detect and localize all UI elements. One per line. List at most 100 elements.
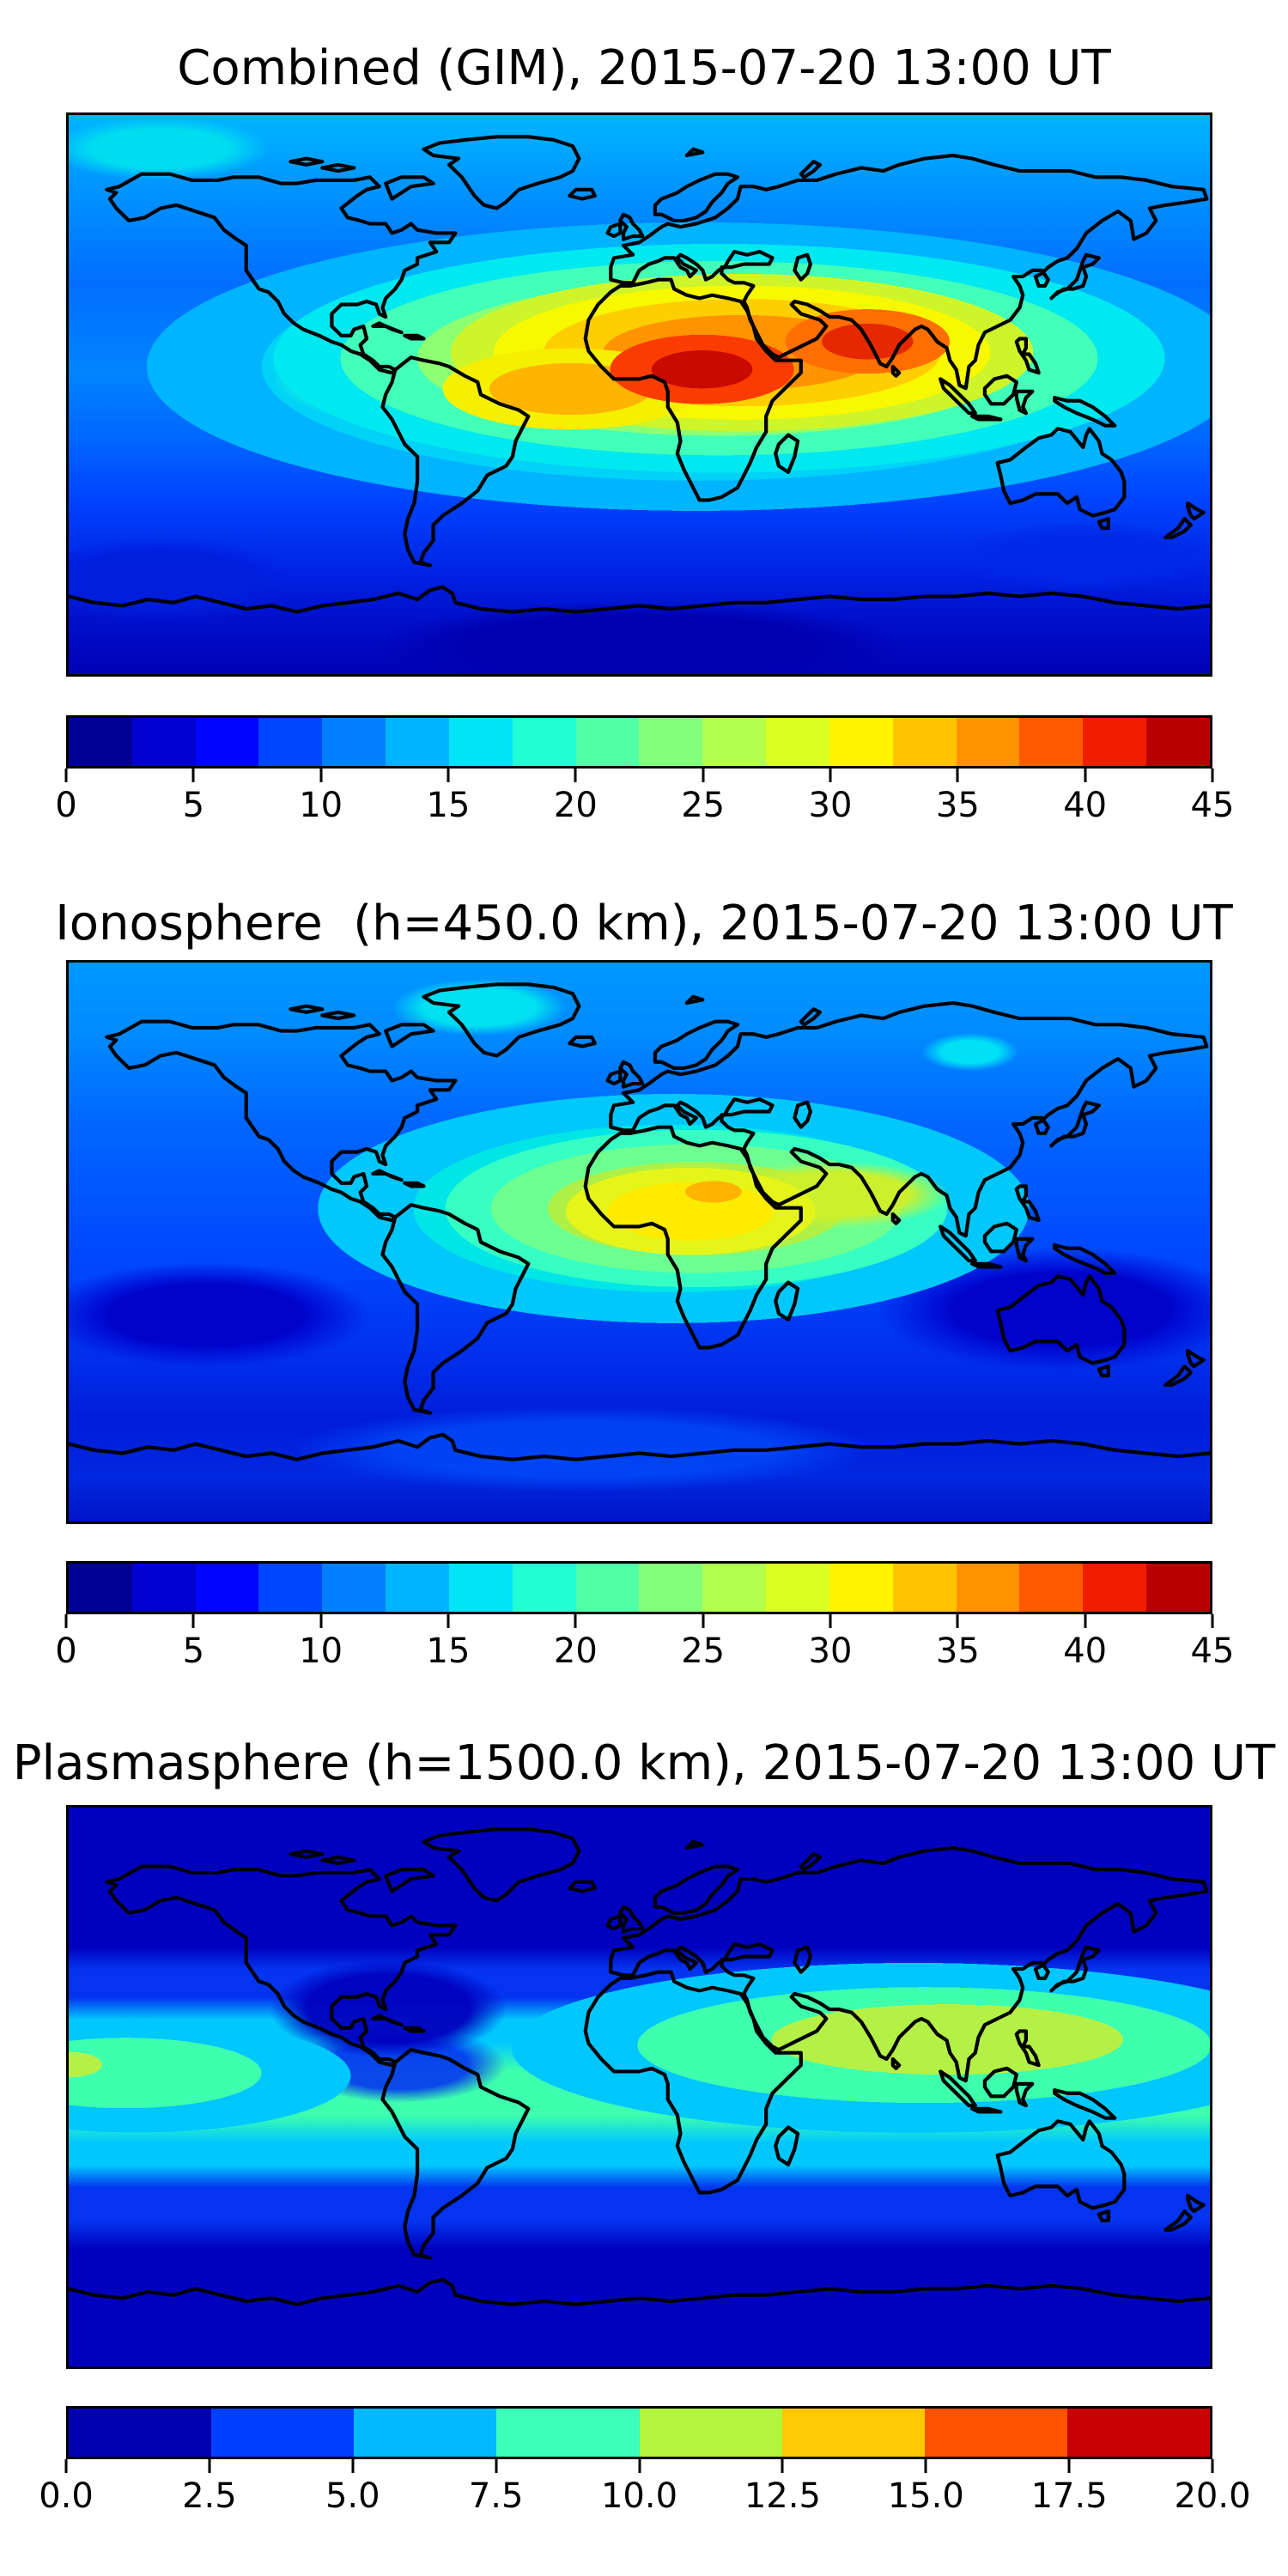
panel-1-title: Combined (GIM), 2015-07-20 13:00 UT — [177, 40, 1111, 96]
colorbar-segment — [575, 718, 640, 766]
colorbar-combined: 0 5 10 15 20 25 30 35 40 45 — [55, 715, 1234, 846]
colorbar-tick-mark — [1211, 1614, 1214, 1628]
colorbar-tick-mark — [956, 1614, 959, 1628]
colorbar-segment — [448, 1564, 513, 1612]
colorbar-tick-mark — [1211, 769, 1214, 782]
colorbar-segment — [1146, 1564, 1210, 1612]
colorbar-tick-label: 10 — [299, 786, 343, 825]
colorbar-tick-label: 5.0 — [325, 2476, 380, 2516]
map-ionosphere — [66, 960, 1212, 1524]
colorbar-segment — [1019, 1564, 1084, 1612]
coastline-path — [69, 1827, 1210, 2306]
colorbar-tick-mark — [829, 769, 832, 782]
colorbar-tick-label: 20 — [553, 786, 598, 825]
colorbar-segment — [956, 718, 1020, 766]
colorbar-segment — [702, 1564, 767, 1612]
colorbar-tick-mark — [1084, 769, 1087, 782]
colorbar-tick-mark — [319, 1614, 323, 1628]
colorbar-tick-mark — [829, 1614, 832, 1628]
colorbar-segment — [195, 718, 259, 766]
colorbar-tick-label: 15 — [426, 1631, 471, 1671]
colorbar-segment — [956, 1564, 1020, 1612]
colorbar-segment — [892, 1564, 957, 1612]
colorbar-axis: 0.0 2.5 5.0 7.5 10.0 12.5 15.0 17.5 20.0 — [39, 2459, 1251, 2537]
colorbar-plasmasphere: 0.0 2.5 5.0 7.5 10.0 12.5 15.0 17.5 20.0 — [39, 2406, 1251, 2537]
colorbar-segment — [211, 2409, 355, 2457]
colorbar-ionosphere: 0 5 10 15 20 25 30 35 40 45 — [55, 1561, 1234, 1692]
colorbar-axis: 0 5 10 15 20 25 30 35 40 45 — [55, 1614, 1234, 1692]
colorbar-segment — [1083, 1564, 1147, 1612]
colorbar-tick-label: 2.5 — [182, 2476, 237, 2516]
colorbar-tick-label: 0.0 — [39, 2476, 94, 2516]
colorbar-segment — [766, 1564, 829, 1612]
colorbar-tick-label: 0 — [55, 1631, 77, 1671]
colorbar-segment — [829, 1564, 893, 1612]
colorbar-segment — [892, 718, 957, 766]
colorbar-tick-mark — [351, 2459, 355, 2473]
colorbar-segment — [195, 1564, 259, 1612]
colorbar-gradient — [66, 715, 1212, 769]
colorbar-tick-label: 20.0 — [1174, 2476, 1251, 2516]
colorbar-tick-label: 10.0 — [600, 2476, 678, 2516]
colorbar-segment — [781, 2409, 925, 2457]
colorbar-tick-mark — [574, 1614, 577, 1628]
colorbar-segment — [575, 1564, 640, 1612]
colorbar-tick-label: 15 — [426, 786, 471, 825]
colorbar-segment — [1146, 718, 1210, 766]
colorbar-segment — [496, 2409, 640, 2457]
colorbar-segment — [258, 1564, 323, 1612]
colorbar-tick-label: 30 — [808, 786, 853, 825]
colorbar-gradient — [66, 2406, 1212, 2459]
colorbar-tick-mark — [447, 1614, 450, 1628]
colorbar-tick-mark — [702, 769, 705, 782]
colorbar-segment — [512, 1564, 576, 1612]
colorbar-segment — [354, 2409, 497, 2457]
colorbar-tick-mark — [1084, 1614, 1087, 1628]
colorbar-segment — [1083, 718, 1147, 766]
colorbar-gradient — [66, 1561, 1212, 1614]
panel-3-title: Plasmasphere (h=1500.0 km), 2015-07-20 1… — [12, 1735, 1276, 1791]
world-coastlines-icon — [69, 982, 1210, 1461]
colorbar-tick-mark — [956, 769, 959, 782]
colorbar-segment — [386, 718, 449, 766]
colorbar-tick-label: 25 — [681, 1631, 726, 1671]
colorbar-tick-label: 40 — [1063, 1631, 1108, 1671]
colorbar-tick-mark — [64, 769, 68, 782]
colorbar-tick-label: 15.0 — [887, 2476, 964, 2516]
colorbar-tick-label: 5 — [182, 1631, 205, 1671]
coastline-path — [69, 982, 1210, 1461]
colorbar-segment — [1066, 2409, 1210, 2457]
colorbar-segment — [639, 2409, 782, 2457]
colorbar-tick-label: 20 — [553, 1631, 598, 1671]
colorbar-segment — [322, 1564, 386, 1612]
colorbar-segment — [258, 718, 323, 766]
colorbar-segment — [448, 718, 513, 766]
colorbar-tick-mark — [495, 2459, 498, 2473]
colorbar-tick-mark — [638, 2459, 641, 2473]
colorbar-tick-mark — [208, 2459, 211, 2473]
colorbar-tick-label: 25 — [681, 786, 726, 825]
colorbar-tick-label: 40 — [1063, 786, 1108, 825]
colorbar-tick-mark — [702, 1614, 705, 1628]
colorbar-tick-mark — [574, 769, 577, 782]
colorbar-segment — [829, 718, 893, 766]
colorbar-segment — [639, 718, 703, 766]
colorbar-segment — [322, 718, 386, 766]
colorbar-segment — [69, 718, 132, 766]
colorbar-segment — [766, 718, 829, 766]
world-coastlines-icon — [69, 1827, 1210, 2306]
coastline-path — [69, 135, 1210, 614]
colorbar-tick-label: 35 — [935, 786, 980, 825]
colorbar-tick-label: 0 — [55, 786, 77, 825]
colorbar-tick-label: 17.5 — [1030, 2476, 1108, 2516]
colorbar-tick-mark — [447, 769, 450, 782]
colorbar-segment — [512, 718, 576, 766]
colorbar-segment — [924, 2409, 1067, 2457]
colorbar-tick-label: 35 — [935, 1631, 980, 1671]
map-plasmasphere — [66, 1805, 1212, 2369]
colorbar-tick-label: 45 — [1190, 786, 1235, 825]
colorbar-tick-mark — [1067, 2459, 1071, 2473]
world-coastlines-icon — [69, 135, 1210, 614]
map-combined — [66, 112, 1212, 677]
